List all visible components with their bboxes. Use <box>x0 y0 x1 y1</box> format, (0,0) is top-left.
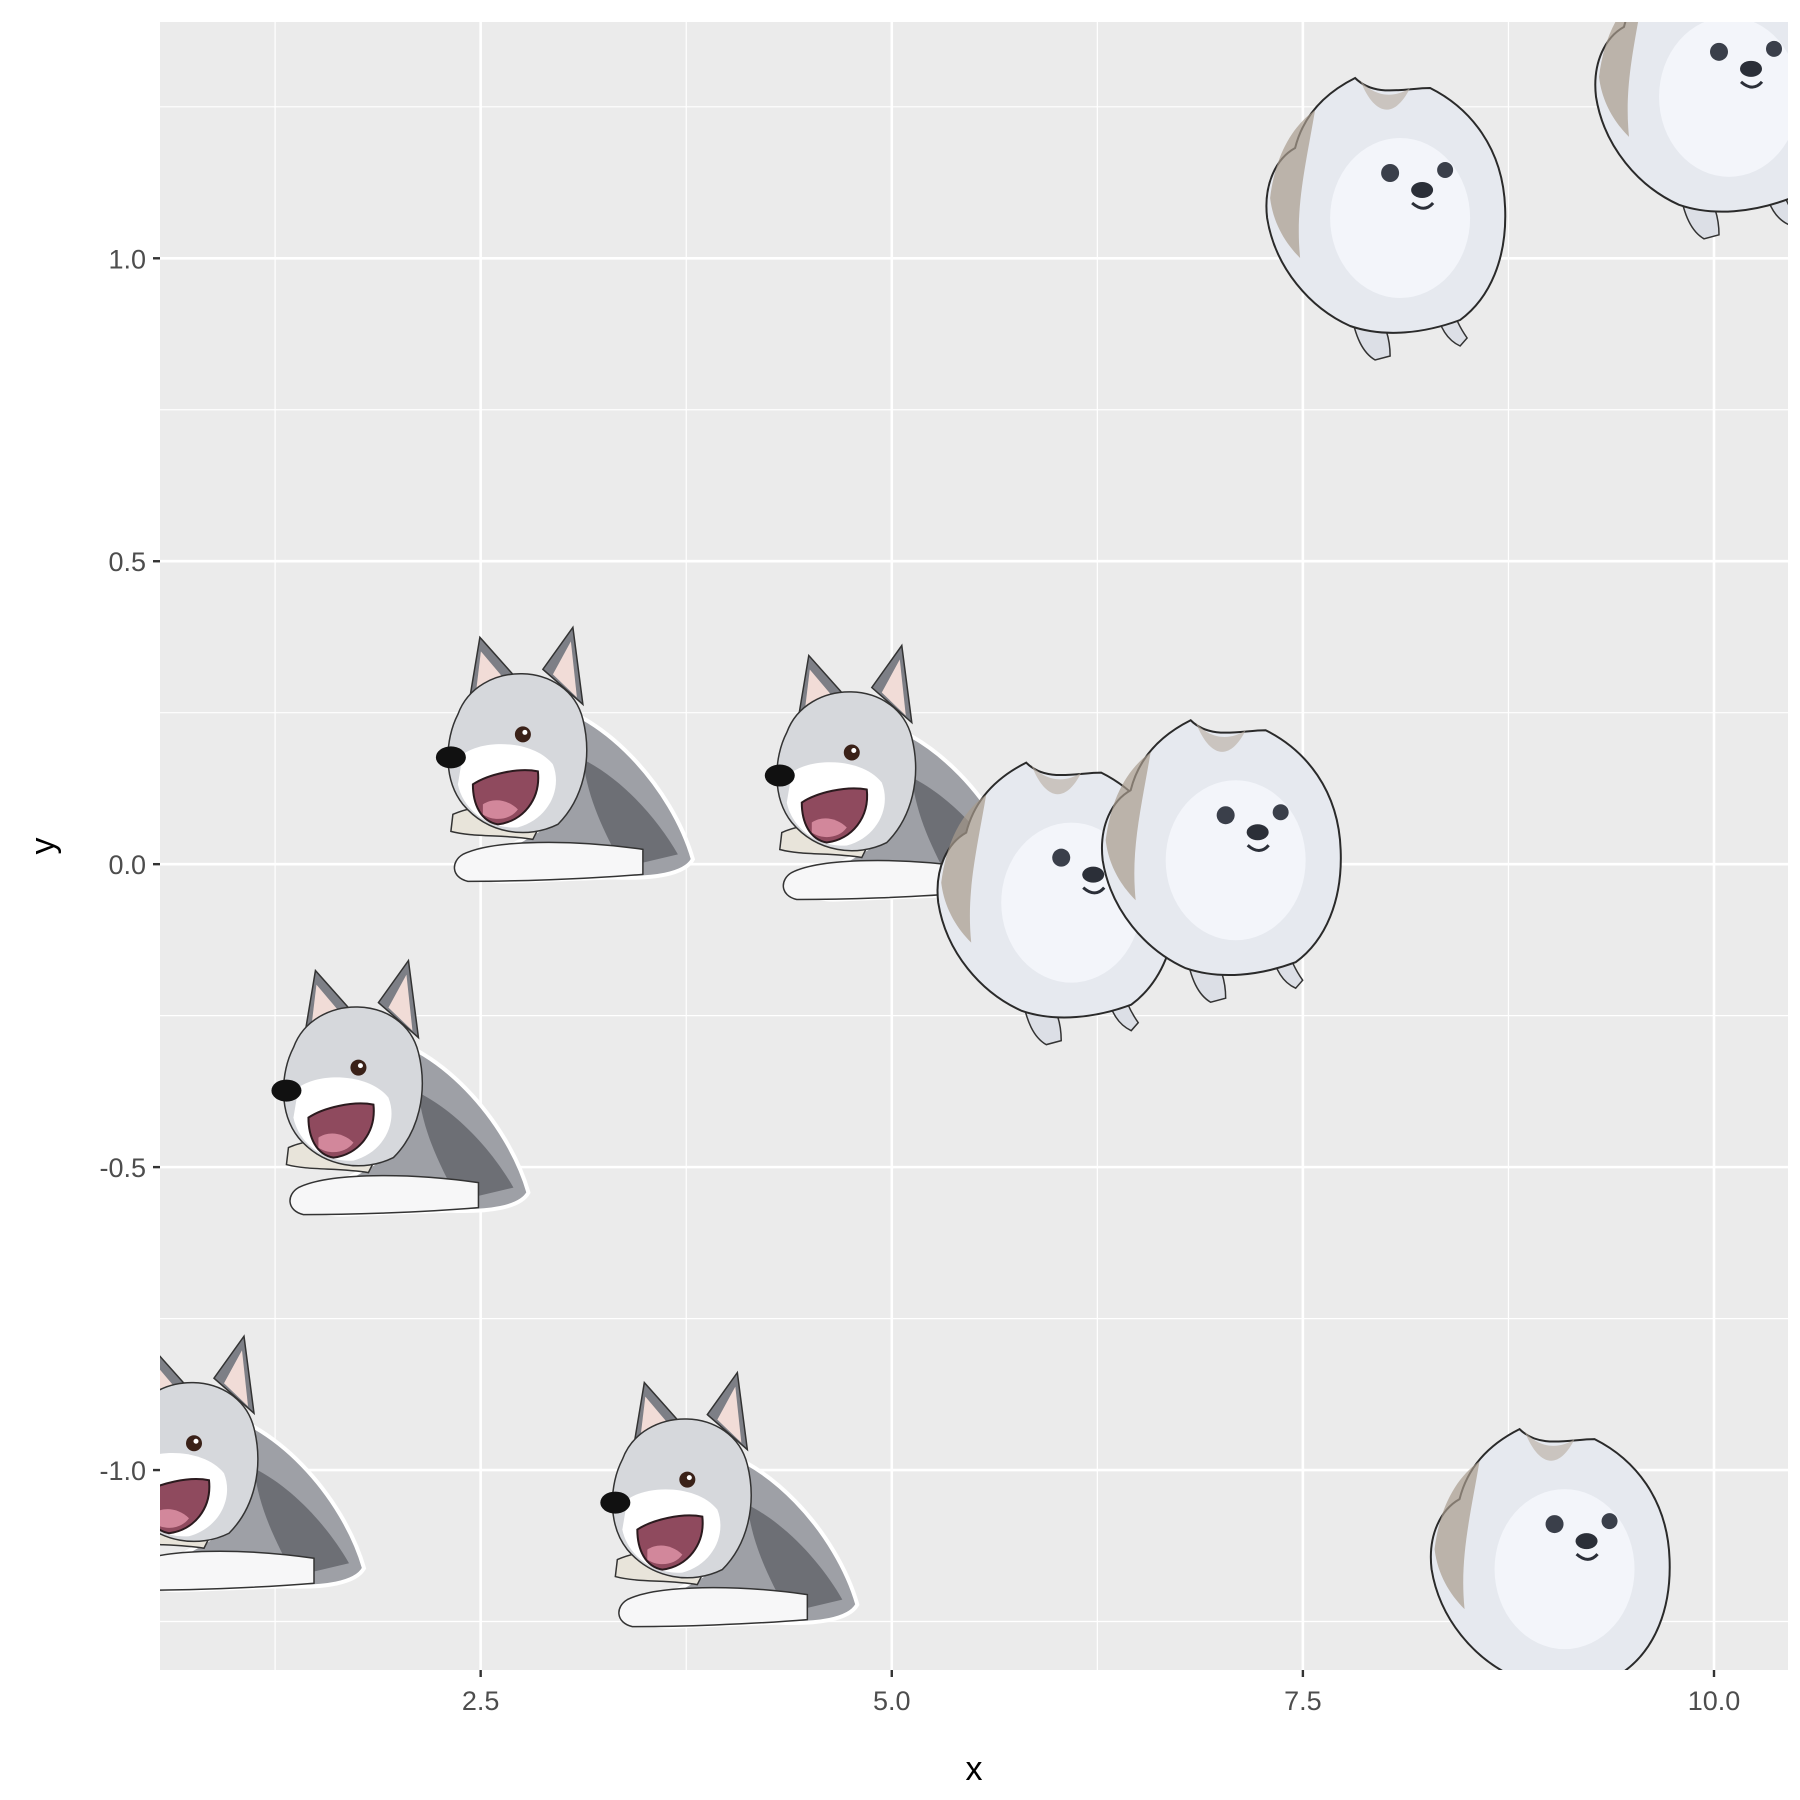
y-tick-label: 0.0 <box>108 850 146 880</box>
x-tick-label: 7.5 <box>1284 1686 1322 1716</box>
x-axis-title: x <box>966 1750 983 1788</box>
husky-dog-marker <box>435 625 696 884</box>
pomeranian-dog-marker <box>1594 22 1788 240</box>
y-axis: -1.0 -0.5 0.0 0.5 1.0 <box>99 244 160 1486</box>
pomeranian-dog-marker <box>1100 719 1342 1004</box>
y-axis-title: y <box>24 838 62 855</box>
x-axis: 2.5 5.0 7.5 10.0 <box>462 1670 1740 1716</box>
y-tick-label: -1.0 <box>99 1456 146 1486</box>
y-tick-label: 1.0 <box>108 244 146 274</box>
x-tick-label: 5.0 <box>873 1686 911 1716</box>
x-tick-label: 10.0 <box>1688 1686 1741 1716</box>
pomeranian-dog-marker <box>1265 76 1507 361</box>
y-tick-label: 0.5 <box>108 547 146 577</box>
husky-dog-marker <box>160 1334 367 1593</box>
x-tick-label: 2.5 <box>462 1686 500 1716</box>
pomeranian-dog-marker <box>1429 1427 1671 1670</box>
husky-dog-marker <box>600 1370 860 1629</box>
husky-dog-marker <box>271 958 531 1217</box>
y-tick-label: -0.5 <box>99 1153 146 1183</box>
data-points <box>160 22 1788 1670</box>
